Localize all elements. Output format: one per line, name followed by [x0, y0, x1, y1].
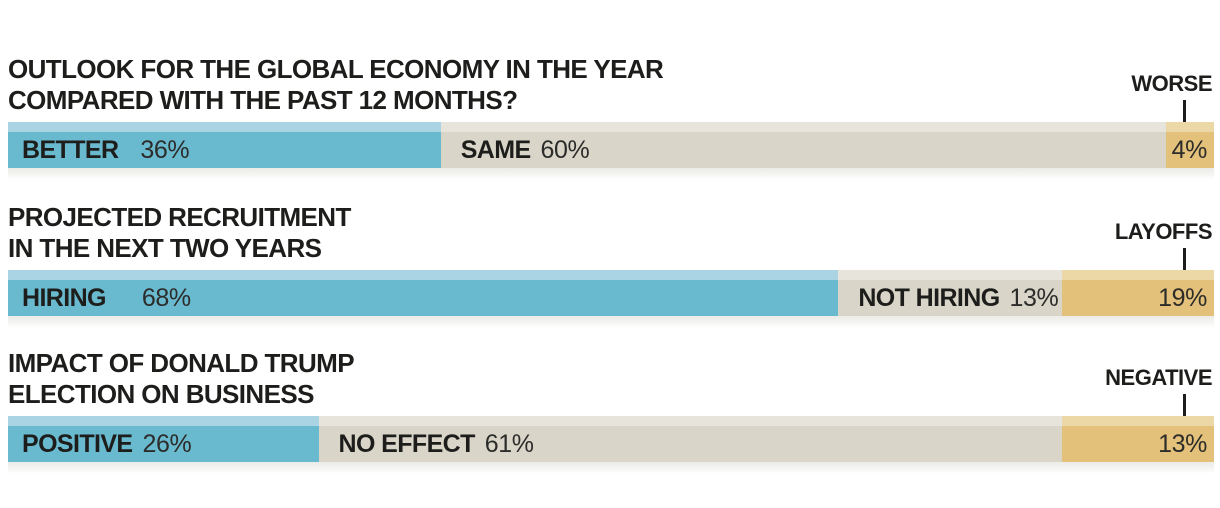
stacked-bar: POSITIVE 26% NO EFFECT 61% 13% — [8, 416, 1214, 462]
chart-title: IMPACT OF DONALD TRUMP ELECTION ON BUSIN… — [8, 346, 1214, 410]
segment-value: 36% — [140, 135, 190, 164]
segment-hiring: HIRING 68% — [8, 270, 839, 316]
segment-positive: POSITIVE 26% — [8, 416, 319, 462]
segment-same: SAME 60% — [440, 122, 1166, 168]
segment-value: 61% — [484, 429, 534, 458]
chart-title: PROJECTED RECRUITMENT IN THE NEXT TWO YE… — [8, 200, 1214, 264]
chart-title-line: OUTLOOK FOR THE GLOBAL ECONOMY IN THE YE… — [8, 54, 664, 84]
segment-value: 26% — [142, 429, 192, 458]
callout-tick — [1183, 100, 1186, 126]
segment-value: 19% — [1158, 283, 1207, 312]
chart-title: OUTLOOK FOR THE GLOBAL ECONOMY IN THE YE… — [8, 52, 1214, 116]
chart-title-line: PROJECTED RECRUITMENT — [8, 202, 351, 232]
chart-title-line: ELECTION ON BUSINESS — [8, 379, 314, 409]
segment-label: POSITIVE — [22, 429, 133, 458]
segment-layoffs: 19% — [1061, 270, 1214, 316]
segment-label: NOT HIRING — [858, 283, 1000, 312]
segment-label: NO EFFECT — [338, 429, 476, 458]
chart-title-line: IN THE NEXT TWO YEARS — [8, 233, 322, 263]
segment-label: SAME — [460, 135, 531, 164]
segment-label: BETTER — [22, 135, 119, 164]
stacked-bar: BETTER 36% SAME 60% 4% — [8, 122, 1214, 168]
segment-no-effect: NO EFFECT 61% — [318, 416, 1062, 462]
chart-trump-impact: IMPACT OF DONALD TRUMP ELECTION ON BUSIN… — [8, 346, 1214, 486]
chart-title-line: COMPARED WITH THE PAST 12 MONTHS? — [8, 85, 518, 115]
segment-value: 60% — [540, 135, 590, 164]
segment-value: 68% — [141, 283, 191, 312]
callout-tick — [1183, 394, 1186, 420]
callout-label-negative: NEGATIVE — [1105, 365, 1212, 390]
segment-value: 13% — [1009, 283, 1059, 312]
segment-worse: 4% — [1165, 122, 1214, 168]
segment-better: BETTER 36% — [8, 122, 441, 168]
callout-label-layoffs: LAYOFFS — [1114, 219, 1213, 244]
bar-shadow — [8, 168, 1214, 179]
segment-value: 4% — [1171, 135, 1208, 164]
callout-label-worse: WORSE — [1131, 71, 1212, 96]
bar-shadow — [8, 316, 1214, 327]
bar-shadow — [8, 462, 1214, 473]
segment-label: HIRING — [22, 283, 107, 312]
segment-not-hiring: NOT HIRING 13% — [838, 270, 1062, 316]
callout-tick — [1183, 248, 1186, 274]
chart-economy-outlook: OUTLOOK FOR THE GLOBAL ECONOMY IN THE YE… — [8, 52, 1214, 192]
segment-negative: 13% — [1061, 416, 1214, 462]
chart-recruitment: PROJECTED RECRUITMENT IN THE NEXT TWO YE… — [8, 200, 1214, 340]
chart-title-line: IMPACT OF DONALD TRUMP — [8, 348, 355, 378]
stacked-bar: HIRING 68% NOT HIRING 13% 19% — [8, 270, 1214, 316]
segment-value: 13% — [1158, 429, 1207, 458]
